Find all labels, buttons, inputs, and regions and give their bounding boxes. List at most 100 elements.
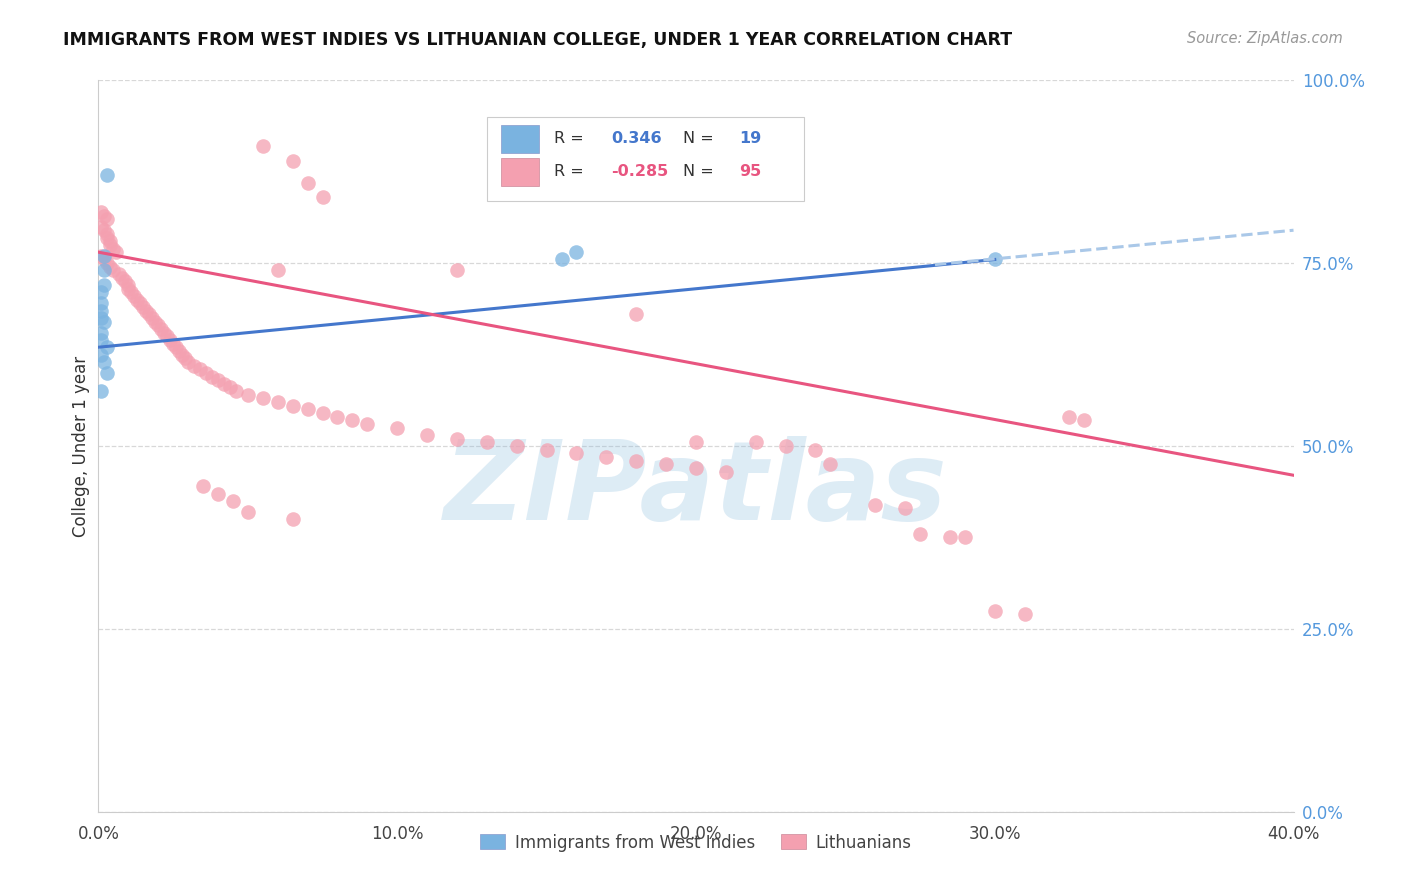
Point	[416, 428, 439, 442]
Point	[342, 413, 364, 427]
Point	[1073, 413, 1095, 427]
Point	[162, 336, 184, 351]
Point	[565, 245, 588, 260]
Point	[775, 439, 797, 453]
Point	[745, 435, 768, 450]
Point	[195, 366, 218, 380]
Point	[565, 446, 588, 460]
Legend: Immigrants from West Indies, Lithuanians: Immigrants from West Indies, Lithuanians	[474, 827, 918, 858]
Point	[297, 402, 319, 417]
Point	[1014, 607, 1036, 622]
Point	[207, 486, 229, 500]
Point	[90, 249, 112, 263]
Point	[93, 263, 115, 277]
Point	[225, 384, 247, 399]
Text: R =: R =	[554, 131, 589, 146]
Bar	[501, 158, 540, 186]
Point	[138, 307, 160, 321]
Point	[159, 333, 181, 347]
Point	[103, 242, 125, 256]
Point	[595, 450, 617, 464]
Point	[96, 366, 118, 380]
Point	[984, 252, 1007, 267]
Point	[90, 326, 112, 340]
Point	[93, 315, 115, 329]
Point	[108, 267, 131, 281]
Point	[326, 409, 349, 424]
Point	[506, 439, 529, 453]
Point	[93, 252, 115, 267]
Point	[267, 395, 290, 409]
Point	[685, 435, 707, 450]
Point	[281, 512, 304, 526]
Point	[98, 260, 122, 274]
Point	[90, 296, 112, 310]
Point	[96, 212, 118, 227]
Point	[174, 351, 197, 366]
Point	[96, 169, 118, 183]
Point	[626, 307, 648, 321]
Point	[167, 343, 190, 358]
Text: 19: 19	[740, 131, 761, 146]
Point	[143, 315, 166, 329]
Point	[820, 457, 842, 471]
Point	[96, 230, 118, 244]
Text: ZIPatlas: ZIPatlas	[444, 436, 948, 543]
Text: Source: ZipAtlas.com: Source: ZipAtlas.com	[1187, 31, 1343, 46]
Point	[111, 270, 134, 285]
Point	[105, 245, 128, 260]
Point	[124, 289, 146, 303]
Point	[219, 380, 242, 394]
Text: N =: N =	[683, 131, 718, 146]
Point	[356, 417, 378, 431]
Point	[93, 223, 115, 237]
Point	[117, 278, 139, 293]
Point	[297, 176, 319, 190]
Point	[252, 392, 274, 406]
Point	[207, 373, 229, 387]
Point	[536, 442, 558, 457]
Point	[172, 347, 194, 362]
Point	[90, 285, 112, 300]
Point	[132, 300, 155, 314]
Point	[222, 494, 245, 508]
Point	[281, 399, 304, 413]
Point	[177, 355, 200, 369]
Point	[90, 219, 112, 234]
Point	[114, 275, 136, 289]
Point	[183, 359, 205, 373]
Point	[267, 263, 290, 277]
Point	[90, 384, 112, 399]
Point	[191, 479, 214, 493]
Point	[281, 153, 304, 168]
Point	[311, 190, 333, 204]
Point	[865, 498, 887, 512]
Point	[188, 362, 211, 376]
Point	[141, 310, 163, 325]
Text: 95: 95	[740, 164, 761, 179]
Point	[90, 333, 112, 347]
Y-axis label: College, Under 1 year: College, Under 1 year	[72, 355, 90, 537]
Text: N =: N =	[683, 164, 718, 179]
Point	[252, 139, 274, 153]
Point	[685, 461, 707, 475]
Point	[550, 252, 572, 267]
Text: -0.285: -0.285	[612, 164, 668, 179]
Point	[908, 526, 931, 541]
Point	[90, 310, 112, 325]
Point	[446, 263, 468, 277]
Point	[93, 355, 115, 369]
Point	[93, 249, 115, 263]
Point	[984, 603, 1007, 617]
Point	[1059, 409, 1081, 424]
Point	[117, 282, 139, 296]
Point	[96, 227, 118, 241]
Point	[96, 256, 118, 270]
Point	[150, 322, 173, 336]
Text: IMMIGRANTS FROM WEST INDIES VS LITHUANIAN COLLEGE, UNDER 1 YEAR CORRELATION CHAR: IMMIGRANTS FROM WEST INDIES VS LITHUANIA…	[63, 31, 1012, 49]
Point	[90, 205, 112, 219]
Point	[212, 376, 235, 391]
Point	[127, 293, 149, 307]
Point	[236, 388, 259, 402]
Point	[90, 303, 112, 318]
